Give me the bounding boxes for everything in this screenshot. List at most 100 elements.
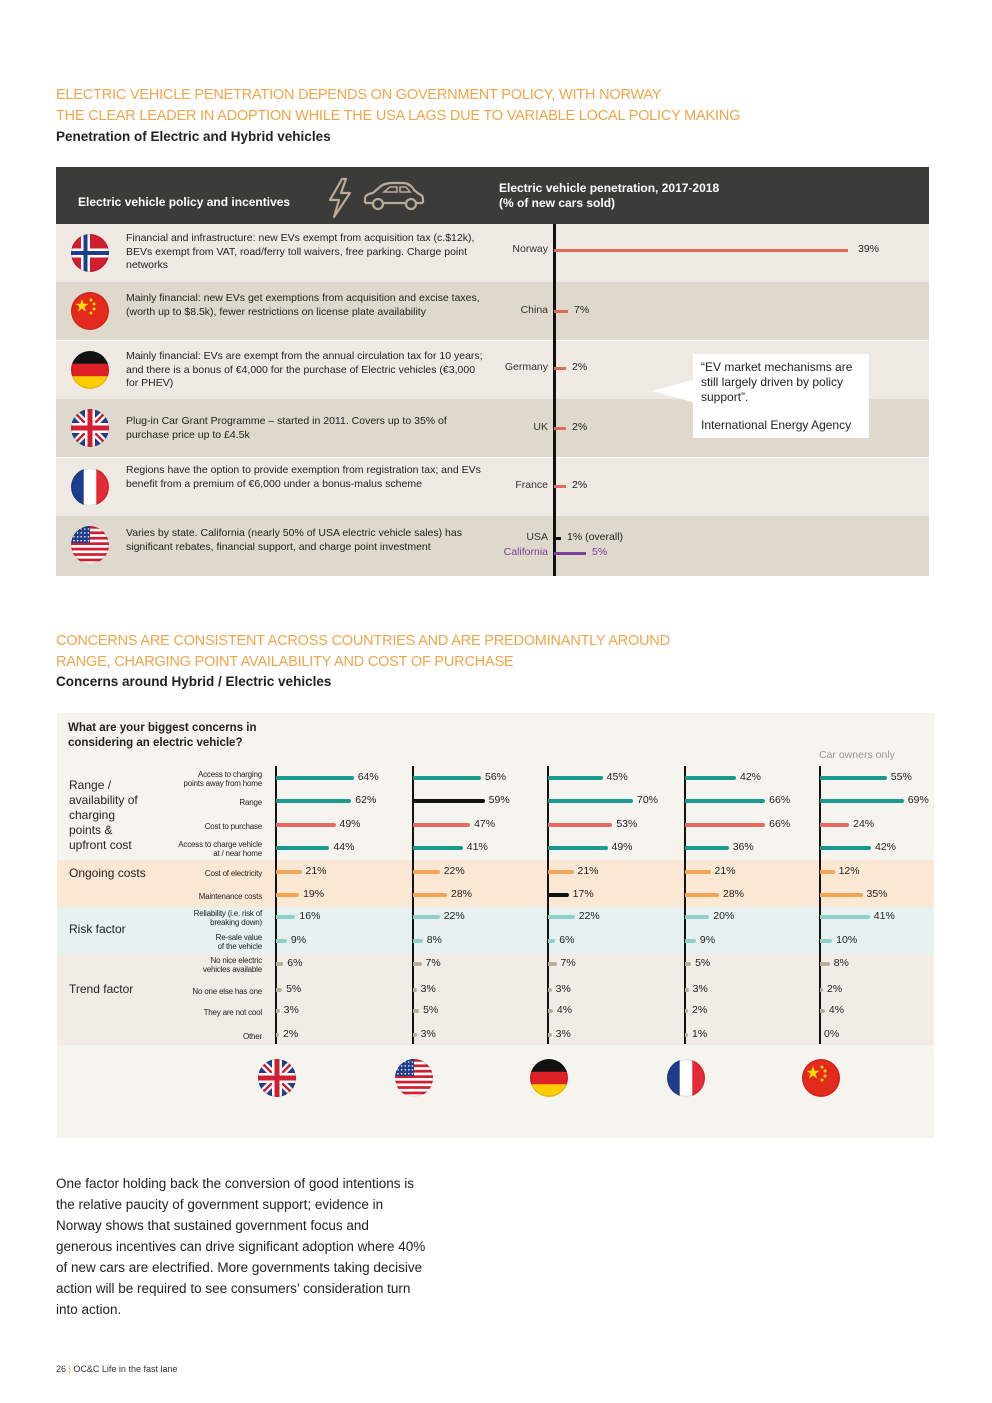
section2-title-line1: CONCERNS ARE CONSISTENT ACROSS COUNTRIES…: [56, 633, 670, 649]
concern-item-label-line: No nice electric: [210, 956, 263, 965]
concerns-question: What are your biggest concerns in consid…: [68, 721, 257, 751]
concern-value-label: 56%: [485, 771, 507, 783]
concern-bar: [820, 988, 823, 992]
concern-value-label: 1%: [692, 1028, 708, 1040]
section2-title-line2: RANGE, CHARGING POINT AVAILABILITY AND C…: [56, 654, 514, 670]
flag-usa-icon: [71, 526, 109, 564]
quote-source: International Energy Agency: [701, 418, 852, 432]
concern-value-label: 2%: [692, 1004, 708, 1016]
page-number: 26: [56, 1364, 67, 1374]
concern-bar: [413, 846, 463, 850]
penetration-value-label: 2%: [572, 479, 588, 491]
concern-item-label: Access to charging points away from home: [140, 770, 262, 788]
concern-value-label: 16%: [299, 910, 321, 922]
car-icon: [363, 181, 425, 211]
concern-item-label: No nice electric vehicles available: [140, 956, 262, 974]
concern-item-label-line: Access to charging: [198, 770, 262, 779]
concern-bar: [685, 870, 711, 874]
concern-value-label: 12%: [838, 865, 860, 877]
penetration-value-label: 7%: [574, 304, 590, 316]
flag-china-icon: [802, 1059, 840, 1097]
footer-separator: |: [68, 1364, 71, 1374]
penetration-bar-norway: [554, 248, 848, 252]
policy-description: Financial and infrastructure: new EVs ex…: [126, 232, 475, 271]
concern-value-label: 41%: [466, 841, 488, 853]
concern-item-label-line: points away from home: [183, 779, 262, 788]
concern-value-label: 19%: [303, 888, 325, 900]
concern-item-label: No one else has one: [140, 987, 262, 996]
concern-value-label: 47%: [474, 818, 496, 830]
concern-bar: [276, 823, 336, 827]
concern-value-label: 66%: [769, 794, 791, 806]
concern-bar: [276, 846, 330, 850]
concern-value-label: 21%: [714, 865, 736, 877]
concern-item-label-line: Maintenance costs: [198, 891, 263, 901]
concern-value-label: 3%: [555, 983, 571, 995]
concern-value-label: 41%: [873, 910, 895, 922]
concern-value-label: 49%: [339, 818, 361, 830]
concern-bar: [276, 893, 300, 897]
concern-value-label: 17%: [572, 888, 594, 900]
concern-item-label-line: Range: [239, 797, 262, 807]
concern-value-label: 3%: [420, 983, 436, 995]
concern-value-label: 5%: [286, 983, 302, 995]
concern-bar: [548, 870, 574, 874]
concern-bar: [685, 799, 766, 803]
question-line2: considering an electric vehicle?: [68, 737, 243, 749]
penetration-value-label: 5%: [592, 546, 608, 558]
concern-item-label-line: vehicles available: [202, 965, 262, 974]
concern-bar: [548, 823, 613, 827]
page-footer: 26 | OC&C Life in the fast lane: [56, 1364, 177, 1374]
concern-item-label-line: Cost of electricity: [204, 868, 262, 878]
concern-item-label: They are not cool: [140, 1008, 263, 1017]
penetration-value-label: 39%: [858, 243, 880, 255]
concern-bar: [820, 870, 835, 874]
quote-box: “EV market mechanisms are still largely …: [693, 354, 869, 438]
penetration-table-header: Electric vehicle policy and incentives E…: [56, 167, 929, 224]
concern-bar: [820, 893, 863, 897]
concern-value-label: 3%: [420, 1028, 436, 1040]
concern-value-label: 7%: [425, 957, 441, 969]
penetration-row-usa: Varies by state. California (nearly 50% …: [56, 516, 929, 576]
flag-germany-icon: [530, 1059, 568, 1097]
concern-value-label: 7%: [560, 957, 576, 969]
concern-bar: [548, 776, 603, 780]
concern-axis-china: [819, 766, 821, 1044]
concern-item-label: Range: [140, 798, 262, 807]
concern-bar: [413, 799, 485, 803]
concern-value-label: 35%: [866, 888, 888, 900]
concern-bar: [413, 988, 417, 992]
concern-value-label: 62%: [355, 794, 377, 806]
concern-value-label: 66%: [769, 818, 791, 830]
concern-value-label: 9%: [699, 934, 716, 946]
concern-bar: [413, 939, 423, 943]
body-paragraph: One factor holding back the conversion o…: [56, 1176, 426, 1317]
car-owners-note: Car owners only: [819, 749, 895, 761]
concern-item-label: Other: [140, 1032, 262, 1041]
footer-title: Life in the fast lane: [101, 1364, 178, 1374]
concern-group-label: Ongoing costs: [69, 866, 146, 880]
concern-bar: [685, 915, 710, 919]
concern-bar: [548, 799, 633, 803]
concern-value-label: 28%: [451, 888, 473, 900]
penetration-country-label: USA: [526, 531, 548, 543]
flag-norway-icon: [71, 234, 109, 272]
concern-value-label: 44%: [333, 841, 355, 853]
concern-bar: [548, 1009, 553, 1013]
concern-value-label: 2%: [283, 1028, 299, 1040]
concern-value-label: 45%: [606, 771, 628, 783]
section1-title-line2: THE CLEAR LEADER IN ADOPTION WHILE THE U…: [56, 108, 741, 124]
concern-bar: [820, 823, 850, 827]
policy-description: Varies by state. California (nearly 50% …: [126, 527, 462, 553]
concern-bar: [685, 823, 766, 827]
concern-value-label: 22%: [443, 910, 465, 922]
penetration-row-norway: Financial and infrastructure: new EVs ex…: [56, 224, 929, 282]
concern-group-label: Risk factor: [69, 922, 126, 936]
penetration-country-label: Germany: [504, 361, 548, 373]
flag-france-icon: [71, 468, 109, 506]
penetration-value-label: 2%: [572, 421, 588, 433]
concern-value-label: 8%: [426, 934, 442, 946]
concern-value-label: 3%: [692, 983, 708, 995]
concern-bar: [548, 988, 552, 992]
quote-text: “EV market mechanisms are still largely …: [701, 360, 853, 404]
